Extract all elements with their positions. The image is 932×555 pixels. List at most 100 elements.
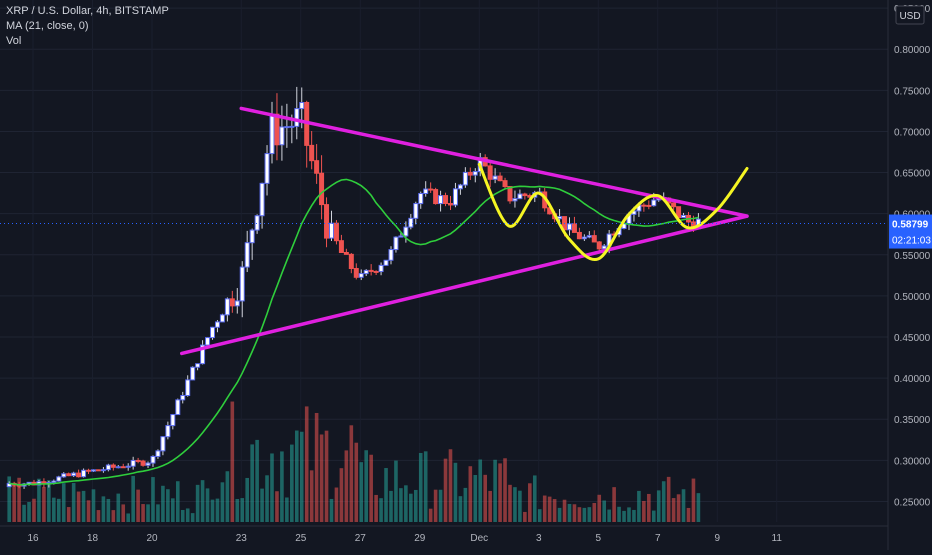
volume-bar <box>161 485 165 522</box>
candle-body <box>418 193 424 205</box>
candle-body <box>324 204 330 239</box>
candle-body <box>209 326 215 339</box>
volume-bar <box>607 509 611 522</box>
volume-bar <box>349 425 354 522</box>
candle-body <box>472 171 478 176</box>
volume-bar <box>592 502 597 522</box>
volume-bar <box>245 477 249 522</box>
candle-body <box>502 180 508 188</box>
candle-body <box>343 252 349 255</box>
volume-bar <box>171 498 175 522</box>
volume-bar <box>384 468 388 522</box>
candle-body <box>81 469 87 478</box>
candle-body <box>279 126 285 146</box>
last-price-label: 0.58799 <box>892 220 929 231</box>
candle-body <box>120 466 126 469</box>
time-tick-label: 27 <box>355 533 367 544</box>
volume-bar <box>334 487 339 522</box>
candle-body <box>651 199 657 207</box>
volume-bar <box>185 508 190 522</box>
time-tick-label: 23 <box>236 533 248 544</box>
candle-body <box>125 465 131 468</box>
volume-indicator-label[interactable]: Vol <box>6 35 22 47</box>
candle-body <box>66 473 72 477</box>
candle-body <box>408 217 414 228</box>
volume-bar <box>523 511 527 522</box>
volume-bar <box>195 484 200 522</box>
volume-bar <box>339 468 344 522</box>
candle-body <box>130 459 136 467</box>
volume-bar <box>27 501 31 522</box>
candle-body <box>671 202 677 208</box>
volume-bar <box>651 510 656 522</box>
currency-badge[interactable] <box>895 5 925 25</box>
candle-body <box>373 270 379 273</box>
candle-body <box>61 473 67 478</box>
volume-bar <box>369 454 373 522</box>
time-tick-label: 9 <box>714 533 720 544</box>
volume-bar <box>498 463 502 522</box>
volume-bar <box>518 490 522 522</box>
price-tick-label: 0.75000 <box>894 86 931 97</box>
ma-indicator-label[interactable]: MA (21, close, 0) <box>6 20 89 32</box>
moving-average-line <box>9 178 699 486</box>
candle-body <box>591 235 597 243</box>
volume-bar <box>17 477 21 522</box>
candle-body <box>443 195 449 205</box>
volume-bar <box>329 498 334 522</box>
volume-bar <box>304 406 309 522</box>
cup-pattern-drawing[interactable] <box>477 162 749 262</box>
volume-bar <box>151 477 155 522</box>
volume-bar <box>691 478 696 522</box>
candle-body <box>160 436 166 452</box>
volume-bar <box>359 462 364 522</box>
volume-bar <box>126 513 130 522</box>
volume-bar <box>418 452 423 522</box>
volume-bar <box>656 490 661 522</box>
price-tick-label: 0.50000 <box>894 292 931 303</box>
volume-bar <box>210 499 215 522</box>
candle-body <box>319 172 325 206</box>
candle-body <box>358 273 364 278</box>
candle-body <box>428 188 434 191</box>
price-tick-label: 0.65000 <box>894 169 931 180</box>
volume-bar <box>131 475 135 522</box>
candle-body <box>507 186 513 202</box>
volume-bar <box>215 498 220 522</box>
candle-body <box>457 184 463 190</box>
candle-body <box>244 242 250 268</box>
symbol-title[interactable]: XRP / U.S. Dollar, 4h, BITSTAMP <box>6 5 169 17</box>
volume-bar <box>7 476 11 522</box>
time-tick-label: 29 <box>414 533 426 544</box>
volume-bar <box>265 475 269 522</box>
volume-bar <box>235 498 240 522</box>
candle-body <box>205 337 211 346</box>
candle-body <box>328 222 334 239</box>
volume-bar <box>141 504 145 522</box>
volume-bar <box>587 507 592 522</box>
price-tick-label: 0.30000 <box>894 456 931 467</box>
candle-body <box>71 472 77 477</box>
volume-bar <box>577 507 582 522</box>
price-tick-label: 0.80000 <box>894 45 931 56</box>
volume-bar <box>557 507 562 522</box>
volume-bar <box>86 500 91 522</box>
candle-body <box>175 399 181 416</box>
candle-body <box>264 153 270 184</box>
volume-bar <box>47 480 51 522</box>
volume-bar <box>250 444 254 522</box>
volume-bar <box>696 493 701 522</box>
volume-bar <box>404 485 408 522</box>
volume-bar <box>260 488 264 522</box>
candle-body <box>413 203 419 219</box>
candle-body <box>492 175 498 180</box>
volume-bar <box>532 475 537 522</box>
volume-bar <box>299 431 304 522</box>
volume-bar <box>622 510 626 522</box>
volume-bar <box>61 483 66 522</box>
volume-bar <box>205 488 210 522</box>
volume-bar <box>225 471 230 522</box>
triangle-lower-trendline[interactable] <box>180 214 749 356</box>
